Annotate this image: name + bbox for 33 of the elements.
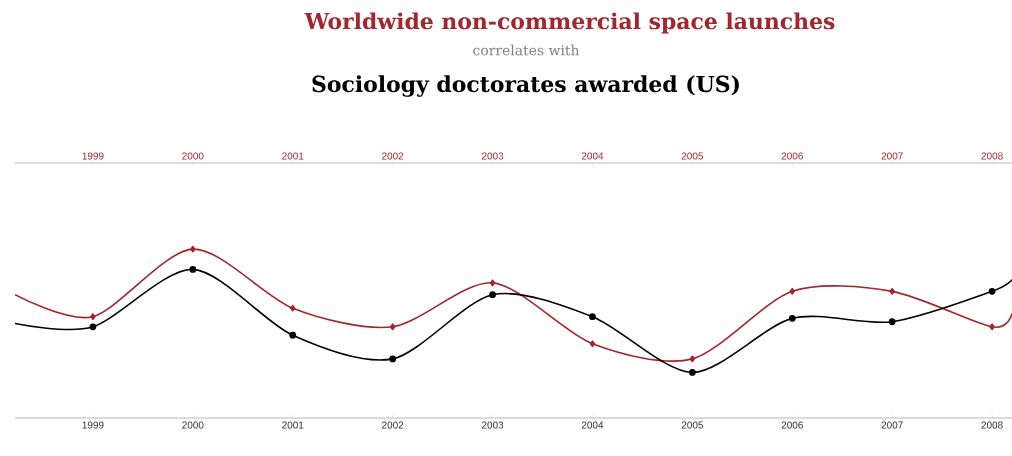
x-tick-label: 2007 (881, 421, 903, 429)
x2-tick-label: 2005 (681, 152, 704, 160)
text: Worldwide non-commercial space launches (304, 12, 835, 34)
x-tick-label: 2000 (182, 421, 204, 429)
point (988, 287, 996, 295)
x2-tick-label: 2006 (781, 152, 803, 160)
x2-tick-label: 2004 (581, 152, 604, 160)
point (788, 314, 796, 322)
point (489, 291, 496, 299)
x2-tick-label: 2000 (182, 152, 204, 160)
chart-subtitle: correlates with (473, 44, 580, 56)
x2-tick-label: 2002 (382, 152, 404, 160)
point (389, 355, 397, 363)
x-tick-label: 2002 (382, 421, 404, 429)
x-tick-label: 2006 (781, 421, 803, 429)
x2-tick-label: 2008 (981, 152, 1003, 160)
point (888, 318, 896, 326)
x-tick-label: 2008 (981, 421, 1003, 429)
point (89, 323, 97, 331)
x2-tick-label: 2007 (881, 152, 903, 160)
point (289, 331, 297, 339)
x-tick-label: 2005 (681, 421, 704, 429)
point (688, 369, 696, 376)
x2-tick-label: 1999 (82, 152, 104, 160)
point (189, 266, 197, 273)
x-tick-label: 2001 (282, 421, 304, 429)
text: Sociology doctorates awarded (US) (312, 75, 739, 97)
point (589, 313, 596, 321)
x-tick-label: 2003 (481, 421, 504, 429)
x2-tick-label: 2001 (282, 152, 304, 160)
x-tick-label: 1999 (82, 421, 104, 429)
x-tick-label: 2004 (581, 421, 604, 429)
x2-tick-label: 2003 (481, 152, 504, 160)
